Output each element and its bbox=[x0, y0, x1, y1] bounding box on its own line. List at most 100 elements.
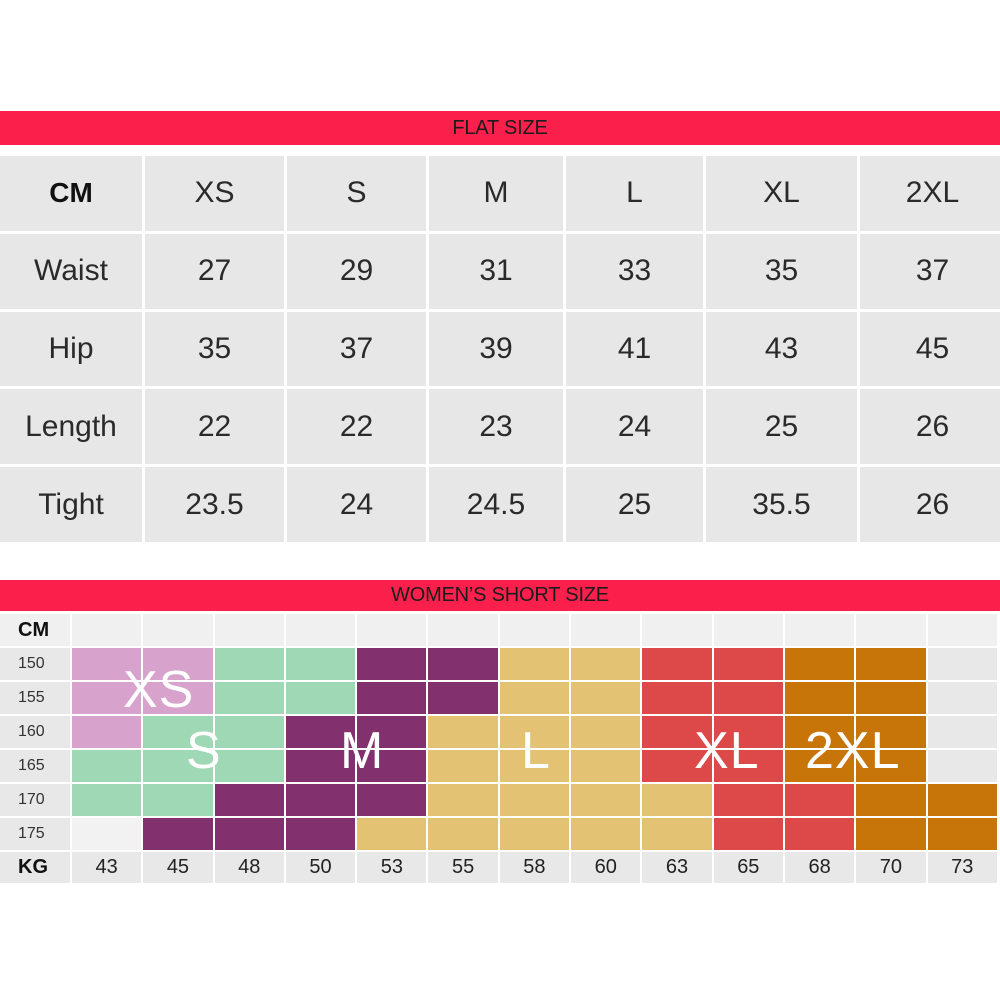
size-cell-s bbox=[143, 750, 215, 784]
size-cell-m bbox=[285, 716, 358, 750]
size-cell-m bbox=[214, 784, 286, 818]
table-cell: 39 bbox=[429, 311, 563, 387]
short-size-banner: WOMEN’S SHORT SIZE bbox=[0, 580, 1000, 611]
size-cell-2xl bbox=[784, 750, 857, 784]
size-cell-2xl bbox=[927, 784, 999, 818]
weight-label: 68 bbox=[784, 852, 857, 885]
size-cell-s bbox=[214, 750, 286, 784]
table-cell: 24 bbox=[566, 389, 703, 465]
table-cell: 37 bbox=[860, 233, 1000, 309]
header-blank-cell bbox=[285, 614, 358, 648]
table-row: Hip 35 37 39 41 43 45 bbox=[0, 311, 1000, 387]
table-cell: 37 bbox=[287, 311, 426, 387]
table-row: Tight 23.5 24 24.5 25 35.5 26 bbox=[0, 467, 1000, 542]
size-cell-2xl bbox=[856, 648, 928, 682]
flat-size-table: CM XS S M L XL 2XL Waist 27 29 31 33 35 … bbox=[0, 153, 1000, 545]
size-cell-m bbox=[285, 818, 358, 852]
size-cell-xl bbox=[713, 784, 785, 818]
table-cell: 23 bbox=[429, 389, 563, 465]
empty-cell bbox=[927, 716, 999, 750]
size-cell-2xl bbox=[856, 750, 928, 784]
header-blank-cell bbox=[856, 614, 928, 648]
size-cell-l bbox=[499, 784, 572, 818]
weight-label: 70 bbox=[856, 852, 928, 885]
table-cell: 22 bbox=[287, 389, 426, 465]
cm-header-row: CM bbox=[0, 614, 1000, 648]
empty-cell bbox=[927, 648, 999, 682]
table-cell: 35.5 bbox=[706, 467, 857, 542]
weight-label: 73 bbox=[927, 852, 999, 885]
size-header: L bbox=[566, 156, 703, 231]
table-cell: 35 bbox=[145, 311, 284, 387]
table-cell: 26 bbox=[860, 389, 1000, 465]
table-cell: 26 bbox=[860, 467, 1000, 542]
weight-label: 48 bbox=[214, 852, 286, 885]
size-cell-m bbox=[285, 750, 358, 784]
size-cell-l bbox=[499, 750, 572, 784]
table-cell: 25 bbox=[706, 389, 857, 465]
size-cell-m bbox=[428, 682, 500, 716]
size-cell-xl bbox=[713, 682, 785, 716]
height-row: 165 bbox=[0, 750, 1000, 784]
size-label-xl: XL bbox=[694, 722, 760, 780]
size-cell-2xl bbox=[784, 682, 857, 716]
size-cell-xl bbox=[784, 784, 857, 818]
size-cell-xs bbox=[72, 682, 144, 716]
empty-cell bbox=[927, 750, 999, 784]
header-blank-cell bbox=[927, 614, 999, 648]
size-cell-xs bbox=[72, 648, 144, 682]
size-cell-2xl bbox=[856, 716, 928, 750]
size-cell-l bbox=[357, 818, 429, 852]
weight-label: 43 bbox=[72, 852, 144, 885]
size-cell-s bbox=[214, 716, 286, 750]
size-cell-l bbox=[428, 750, 500, 784]
flat-size-title: FLAT SIZE bbox=[452, 116, 548, 139]
size-cell-l bbox=[571, 682, 643, 716]
size-cell-m bbox=[357, 648, 429, 682]
size-cell-l bbox=[571, 784, 643, 818]
size-cell-l bbox=[571, 716, 643, 750]
size-cell-2xl bbox=[784, 716, 857, 750]
size-cell-s bbox=[143, 716, 215, 750]
height-row: 160 bbox=[0, 716, 1000, 750]
size-cell-xl bbox=[642, 750, 714, 784]
height-row: 155 bbox=[0, 682, 1000, 716]
height-row: 175 bbox=[0, 818, 1000, 852]
row-label-hip: Hip bbox=[0, 311, 142, 387]
short-size-grid: CM 150 155 160 165 170 175 KG 43 45 48 50 53 55 58 60 63… bbox=[0, 614, 1000, 885]
size-cell-xl bbox=[642, 648, 714, 682]
size-cell-m bbox=[143, 818, 215, 852]
size-cell-s bbox=[285, 648, 358, 682]
size-cell-s bbox=[285, 682, 358, 716]
weight-label: 50 bbox=[285, 852, 358, 885]
weight-label: 63 bbox=[642, 852, 714, 885]
size-cell-m bbox=[285, 784, 358, 818]
size-cell-l bbox=[499, 648, 572, 682]
kg-label: KG bbox=[0, 852, 72, 885]
table-cell: 29 bbox=[287, 233, 426, 309]
size-header: M bbox=[429, 156, 563, 231]
empty-cell bbox=[927, 682, 999, 716]
height-label: 175 bbox=[0, 818, 72, 852]
weight-label: 60 bbox=[571, 852, 643, 885]
table-cell: 43 bbox=[706, 311, 857, 387]
table-cell: 45 bbox=[860, 311, 1000, 387]
table-cell: 27 bbox=[145, 233, 284, 309]
cm-label: CM bbox=[0, 614, 72, 648]
size-cell-l bbox=[428, 716, 500, 750]
size-cell-l bbox=[642, 818, 714, 852]
size-cell-l bbox=[499, 682, 572, 716]
size-cell-2xl bbox=[856, 682, 928, 716]
header-blank-cell bbox=[713, 614, 785, 648]
size-cell-m bbox=[357, 784, 429, 818]
size-cell-l bbox=[571, 818, 643, 852]
header-blank-cell bbox=[143, 614, 215, 648]
row-label-waist: Waist bbox=[0, 233, 142, 309]
size-cell-l bbox=[428, 818, 500, 852]
flat-size-banner: FLAT SIZE bbox=[0, 111, 1000, 145]
header-blank-cell bbox=[784, 614, 857, 648]
header-blank-cell bbox=[499, 614, 572, 648]
header-blank-cell bbox=[571, 614, 643, 648]
size-cell-2xl bbox=[856, 784, 928, 818]
size-label-m: M bbox=[340, 722, 385, 780]
